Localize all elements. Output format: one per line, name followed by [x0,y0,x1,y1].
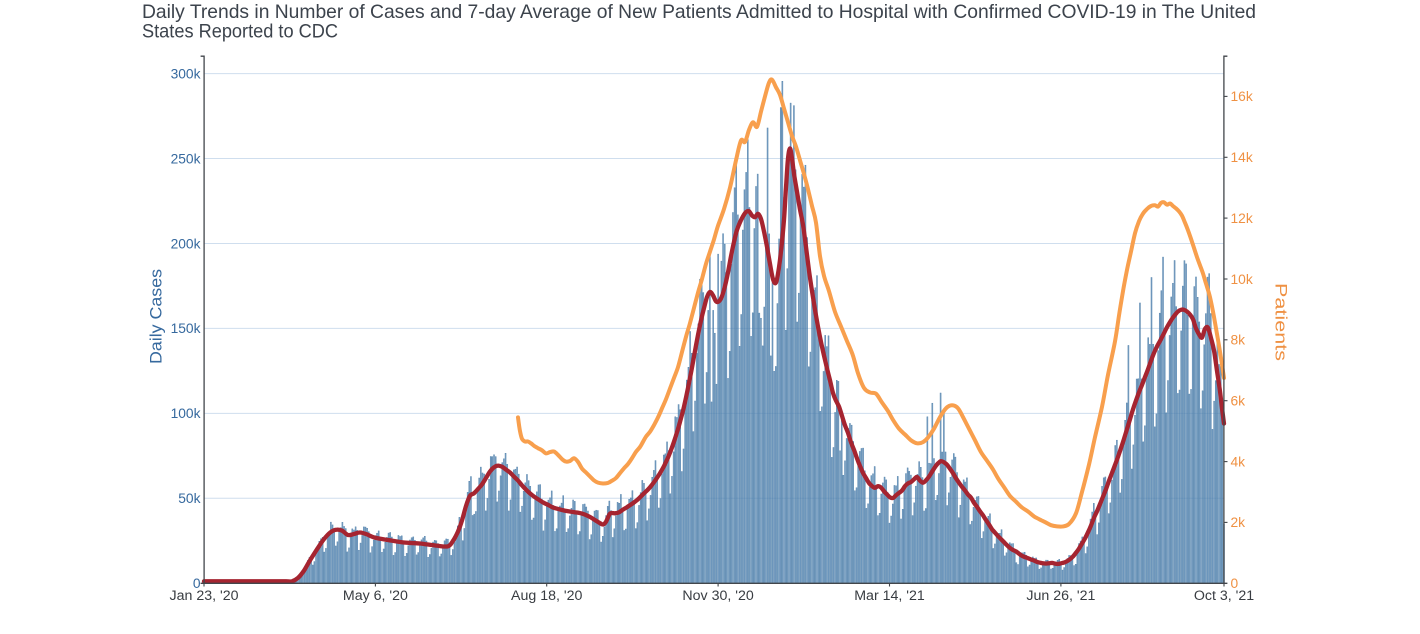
svg-text:0: 0 [1231,576,1239,591]
svg-text:14k: 14k [1231,150,1253,165]
svg-text:0: 0 [193,576,201,591]
svg-text:Jan 23, '20: Jan 23, '20 [170,588,239,604]
svg-text:Oct 3, '21: Oct 3, '21 [1194,588,1254,604]
svg-text:Nov 30, '20: Nov 30, '20 [682,588,753,604]
svg-text:6k: 6k [1231,394,1246,409]
svg-text:16k: 16k [1231,89,1253,104]
svg-text:150k: 150k [171,321,201,336]
svg-text:Daily Cases: Daily Cases [148,269,166,364]
svg-text:States Reported to CDC: States Reported to CDC [142,20,338,42]
svg-text:50k: 50k [178,491,200,506]
svg-text:Jun 26, '21: Jun 26, '21 [1026,588,1095,604]
svg-text:2k: 2k [1231,515,1246,530]
svg-text:8k: 8k [1231,333,1246,348]
svg-text:Daily Trends in Number of Case: Daily Trends in Number of Cases and 7-da… [142,1,1256,23]
svg-text:Aug 18, '20: Aug 18, '20 [511,588,582,604]
svg-text:Mar 14, '21: Mar 14, '21 [854,588,925,604]
svg-text:10k: 10k [1231,272,1253,287]
svg-text:100k: 100k [171,406,201,421]
svg-text:12k: 12k [1231,211,1253,226]
svg-text:4k: 4k [1231,454,1246,469]
svg-text:Patients: Patients [1272,283,1290,361]
svg-text:May 6, '20: May 6, '20 [343,588,408,604]
svg-text:300k: 300k [171,66,201,81]
svg-text:250k: 250k [171,151,201,166]
svg-text:200k: 200k [171,236,201,251]
